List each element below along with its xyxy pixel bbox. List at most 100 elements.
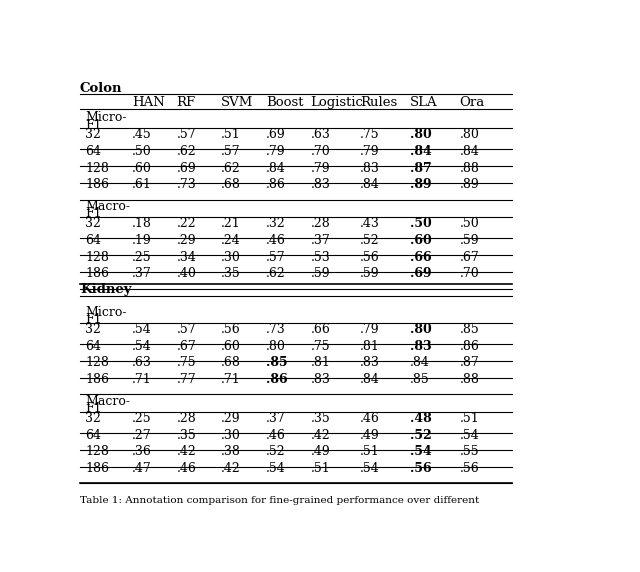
Text: .49: .49 xyxy=(360,428,380,442)
Text: Boost: Boost xyxy=(266,97,303,109)
Text: .75: .75 xyxy=(310,340,330,352)
Text: .85: .85 xyxy=(410,373,429,386)
Text: .25: .25 xyxy=(132,251,152,264)
Text: .48: .48 xyxy=(410,412,431,425)
Text: .84: .84 xyxy=(360,373,380,386)
Text: .18: .18 xyxy=(132,217,152,230)
Text: .83: .83 xyxy=(310,178,330,192)
Text: .56: .56 xyxy=(460,462,479,475)
Text: 186: 186 xyxy=(85,267,109,280)
Text: .59: .59 xyxy=(360,267,380,280)
Text: 186: 186 xyxy=(85,373,109,386)
Text: .80: .80 xyxy=(460,128,479,141)
Text: .46: .46 xyxy=(266,234,286,247)
Text: .56: .56 xyxy=(221,323,241,336)
Text: .50: .50 xyxy=(132,145,152,158)
Text: .47: .47 xyxy=(132,462,152,475)
Text: .59: .59 xyxy=(310,267,330,280)
Text: .25: .25 xyxy=(132,412,152,425)
Text: .38: .38 xyxy=(221,446,241,458)
Text: .22: .22 xyxy=(177,217,196,230)
Text: .89: .89 xyxy=(410,178,431,192)
Text: .88: .88 xyxy=(460,373,479,386)
Text: .28: .28 xyxy=(310,217,330,230)
Text: .51: .51 xyxy=(360,446,380,458)
Text: .77: .77 xyxy=(177,373,196,386)
Text: Macro-: Macro- xyxy=(85,200,130,213)
Text: .62: .62 xyxy=(221,162,241,174)
Text: F1: F1 xyxy=(85,208,102,220)
Text: 64: 64 xyxy=(85,145,101,158)
Text: .50: .50 xyxy=(410,217,431,230)
Text: .46: .46 xyxy=(177,462,196,475)
Text: .69: .69 xyxy=(177,162,196,174)
Text: .56: .56 xyxy=(410,462,431,475)
Text: .83: .83 xyxy=(360,162,380,174)
Text: Micro-: Micro- xyxy=(85,111,127,124)
Text: .34: .34 xyxy=(177,251,196,264)
Text: .46: .46 xyxy=(266,428,286,442)
Text: 186: 186 xyxy=(85,462,109,475)
Text: .83: .83 xyxy=(310,373,330,386)
Text: .85: .85 xyxy=(266,356,287,370)
Text: .84: .84 xyxy=(410,356,429,370)
Text: 128: 128 xyxy=(85,446,109,458)
Text: .54: .54 xyxy=(132,323,152,336)
Text: .67: .67 xyxy=(460,251,479,264)
Text: .57: .57 xyxy=(221,145,241,158)
Text: .45: .45 xyxy=(132,128,152,141)
Text: Kidney: Kidney xyxy=(80,283,131,296)
Text: 64: 64 xyxy=(85,234,101,247)
Text: .73: .73 xyxy=(266,323,285,336)
Text: .27: .27 xyxy=(132,428,152,442)
Text: .63: .63 xyxy=(310,128,330,141)
Text: .35: .35 xyxy=(177,428,196,442)
Text: .84: .84 xyxy=(460,145,479,158)
Text: .42: .42 xyxy=(177,446,196,458)
Text: .46: .46 xyxy=(360,412,380,425)
Text: .85: .85 xyxy=(460,323,479,336)
Text: .61: .61 xyxy=(132,178,152,192)
Text: .35: .35 xyxy=(310,412,330,425)
Text: .81: .81 xyxy=(360,340,380,352)
Text: Table 1: Annotation comparison for fine-grained performance over different: Table 1: Annotation comparison for fine-… xyxy=(80,496,479,505)
Text: .49: .49 xyxy=(310,446,330,458)
Text: .84: .84 xyxy=(360,178,380,192)
Text: .87: .87 xyxy=(460,356,479,370)
Text: 32: 32 xyxy=(85,128,101,141)
Text: .75: .75 xyxy=(360,128,380,141)
Text: SLA: SLA xyxy=(410,97,438,109)
Text: .57: .57 xyxy=(266,251,285,264)
Text: .66: .66 xyxy=(310,323,330,336)
Text: .83: .83 xyxy=(410,340,431,352)
Text: 32: 32 xyxy=(85,217,101,230)
Text: .84: .84 xyxy=(266,162,286,174)
Text: .67: .67 xyxy=(177,340,196,352)
Text: .70: .70 xyxy=(310,145,330,158)
Text: .52: .52 xyxy=(410,428,431,442)
Text: 64: 64 xyxy=(85,428,101,442)
Text: .54: .54 xyxy=(410,446,431,458)
Text: .53: .53 xyxy=(310,251,330,264)
Text: .66: .66 xyxy=(410,251,431,264)
Text: .60: .60 xyxy=(132,162,152,174)
Text: .87: .87 xyxy=(410,162,431,174)
Text: .79: .79 xyxy=(310,162,330,174)
Text: .43: .43 xyxy=(360,217,380,230)
Text: .52: .52 xyxy=(360,234,380,247)
Text: .37: .37 xyxy=(310,234,330,247)
Text: Ora: Ora xyxy=(460,97,484,109)
Text: 186: 186 xyxy=(85,178,109,192)
Text: .86: .86 xyxy=(460,340,479,352)
Text: .71: .71 xyxy=(132,373,152,386)
Text: .86: .86 xyxy=(266,373,287,386)
Text: .54: .54 xyxy=(266,462,285,475)
Text: .80: .80 xyxy=(410,128,431,141)
Text: .32: .32 xyxy=(266,217,285,230)
Text: .80: .80 xyxy=(266,340,286,352)
Text: .89: .89 xyxy=(460,178,479,192)
Text: .57: .57 xyxy=(177,128,196,141)
Text: .79: .79 xyxy=(360,145,380,158)
Text: F1: F1 xyxy=(85,118,102,132)
Text: RF: RF xyxy=(177,97,196,109)
